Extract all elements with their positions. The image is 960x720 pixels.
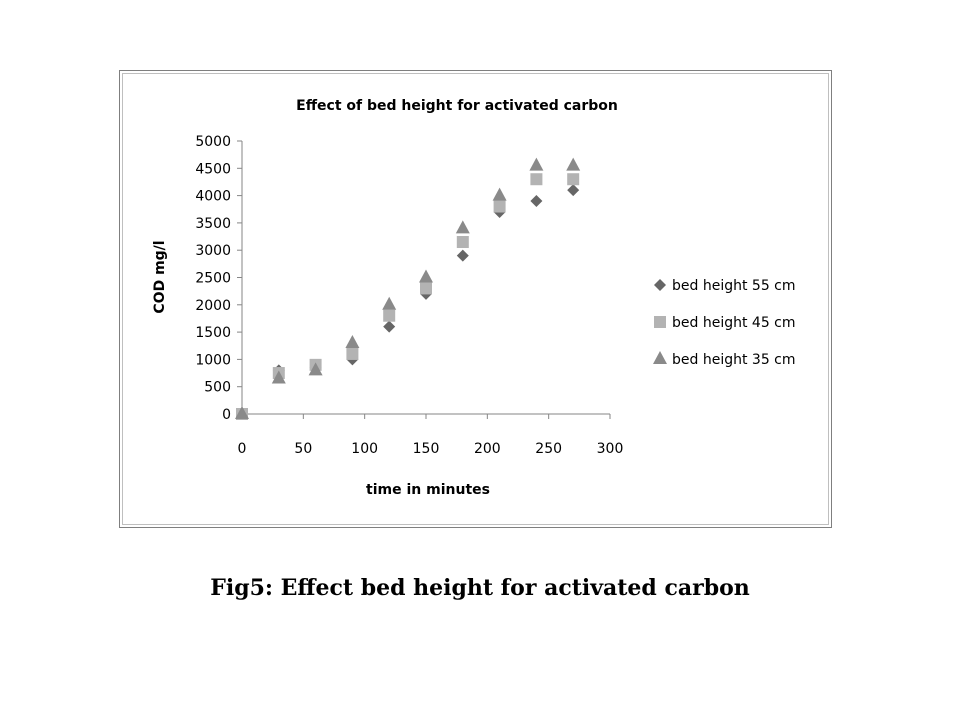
data-point-square — [346, 347, 359, 360]
y-tick-label: 5000 — [195, 134, 231, 150]
data-point-diamond — [567, 184, 580, 197]
y-tick-label: 4500 — [195, 161, 231, 177]
legend-marker-diamond — [654, 279, 666, 291]
y-tick-label: 1500 — [195, 325, 231, 341]
y-tick-label: 4000 — [195, 189, 231, 205]
data-point-square — [567, 173, 580, 186]
y-tick-label: 3000 — [195, 243, 231, 259]
tick-labels: 0500100015002000250030003500400045005000… — [195, 134, 623, 457]
y-tick-label: 3500 — [195, 216, 231, 232]
legend-marker-square — [654, 316, 666, 328]
data-point-square — [530, 173, 543, 186]
data-points — [235, 157, 581, 420]
x-axis-title: time in minutes — [366, 482, 490, 498]
series-triangle — [235, 157, 581, 419]
chart-title: Effect of bed height for activated carbo… — [296, 98, 618, 114]
x-tick-label: 200 — [474, 441, 501, 457]
x-tick-label: 300 — [597, 441, 624, 457]
data-point-square — [420, 282, 432, 295]
data-point-diamond — [530, 195, 543, 208]
legend-item: bed height 45 cm — [654, 315, 796, 331]
series-diamond — [236, 184, 580, 420]
data-point-triangle — [455, 220, 470, 234]
data-point-triangle — [235, 406, 249, 419]
data-point-triangle — [271, 370, 286, 384]
data-point-triangle — [345, 335, 360, 349]
legend-item: bed height 55 cm — [654, 278, 796, 294]
figure-caption: Fig5: Effect bed height for activated ca… — [210, 575, 750, 601]
legend-marker-triangle — [653, 351, 667, 364]
x-tick-label: 150 — [413, 441, 440, 457]
x-tick-label: 0 — [238, 441, 247, 457]
data-point-triangle — [566, 157, 581, 171]
x-tick-label: 250 — [535, 441, 562, 457]
series-square — [236, 173, 580, 420]
legend-label: bed height 55 cm — [672, 278, 796, 294]
y-tick-label: 2000 — [195, 298, 231, 314]
data-point-triangle — [419, 269, 433, 283]
data-point-square — [383, 309, 396, 322]
y-tick-label: 2500 — [195, 271, 231, 287]
x-tick-label: 50 — [294, 441, 312, 457]
x-tick-label: 100 — [351, 441, 378, 457]
data-point-triangle — [382, 296, 397, 310]
data-point-triangle — [529, 157, 544, 171]
y-tick-label: 500 — [204, 380, 231, 396]
legend-item: bed height 35 cm — [653, 351, 796, 368]
y-tick-label: 0 — [222, 407, 231, 423]
scatter-chart: Effect of bed height for activated carbo… — [152, 98, 796, 498]
chart-frame: Effect of bed height for activated carbo… — [119, 70, 832, 528]
data-point-square — [456, 236, 469, 249]
data-point-diamond — [383, 320, 396, 333]
data-point-triangle — [308, 362, 323, 376]
legend-label: bed height 45 cm — [672, 315, 796, 331]
legend-label: bed height 35 cm — [672, 352, 796, 368]
y-axis-title: COD mg/l — [152, 240, 168, 313]
data-point-diamond — [456, 249, 469, 262]
data-point-square — [493, 200, 506, 213]
legend: bed height 55 cm bed height 45 cm bed heig… — [653, 278, 796, 368]
data-point-triangle — [492, 187, 507, 201]
y-tick-label: 1000 — [195, 352, 231, 368]
